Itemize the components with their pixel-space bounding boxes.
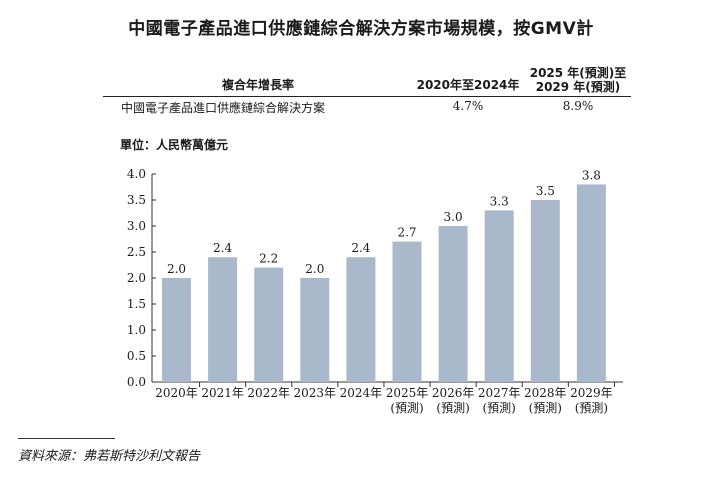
chart-title: 中國電子產品進口供應鏈綜合解決方案市場規模，按GMV計 [128,19,594,39]
bar-8 [530,200,560,382]
cagr-header-forecast-line1: 2025 年(預測)至 [529,66,627,80]
category-label-5: 2025年 [386,386,429,400]
data-label-1: 2.4 [213,241,232,255]
cagr-row-label: 中國電子產品進口供應鏈綜合解決方案 [121,101,326,115]
source-note: 資料來源：弗若斯特沙利文報告 [18,449,201,464]
y-tick-label: 1.0 [127,323,146,337]
y-tick-label: 4.0 [127,167,146,181]
cagr-header-period-historical: 2020年至2024年 [416,78,520,92]
data-label-2: 2.2 [259,252,278,266]
category-sublabel-6: (預測) [436,401,469,415]
category-sublabel-9: (預測) [575,401,608,415]
category-label-2: 2022年 [247,386,290,400]
category-label-8: 2028年 [524,386,567,400]
y-tick-label: 2.5 [127,245,146,259]
bar-0 [162,278,191,382]
data-label-4: 2.4 [351,241,370,255]
cagr-table-header: 複合年增長率 2020年至2024年 2025 年(預測)至 2029 年(預測… [103,62,631,97]
y-tick-label: 2.0 [127,271,146,285]
source-divider [18,438,115,439]
bar-3 [300,278,330,382]
cagr-header-period-forecast: 2025 年(預測)至 2029 年(預測) [523,66,633,94]
y-tick-label: 3.5 [127,193,146,207]
cagr-row-historical-value: 4.7% [452,99,484,113]
data-label-0: 2.0 [167,262,186,276]
bar-9 [576,184,606,382]
category-label-3: 2023年 [294,386,337,400]
cagr-row-forecast-value: 8.9% [562,99,594,113]
cagr-header-label: 複合年增長率 [221,78,294,92]
data-label-9: 3.8 [582,168,601,182]
data-label-3: 2.0 [305,262,324,276]
cagr-table: 複合年增長率 2020年至2024年 2025 年(預測)至 2029 年(預測… [103,62,631,115]
category-label-9: 2029年 [570,386,613,400]
bar-1 [208,257,238,382]
bar-2 [254,267,284,382]
y-tick-label: 0.0 [127,375,146,389]
bar-6 [438,226,468,382]
category-label-1: 2021年 [201,386,244,400]
bar-7 [484,210,514,382]
y-tick-label: 0.5 [127,349,146,363]
category-label-6: 2026年 [432,386,475,400]
cagr-table-row: 中國電子產品進口供應鏈綜合解決方案 4.7% 8.9% [103,97,631,115]
category-label-7: 2027年 [478,386,521,400]
bar-4 [346,257,376,382]
bar-5 [392,241,422,382]
unit-label: 單位：人民幣萬億元 [120,138,229,152]
y-tick-label: 1.5 [127,297,146,311]
data-label-6: 3.0 [444,210,463,224]
category-label-0: 2020年 [155,386,198,400]
category-sublabel-8: (預測) [529,401,562,415]
y-tick-label: 3.0 [127,219,146,233]
category-sublabel-5: (預測) [390,401,423,415]
cagr-header-forecast-line2: 2029 年(預測) [535,80,621,94]
data-label-5: 2.7 [397,226,416,240]
category-label-4: 2024年 [340,386,383,400]
data-label-7: 3.3 [490,194,509,208]
data-label-8: 3.5 [536,184,555,198]
category-sublabel-7: (預測) [483,401,516,415]
